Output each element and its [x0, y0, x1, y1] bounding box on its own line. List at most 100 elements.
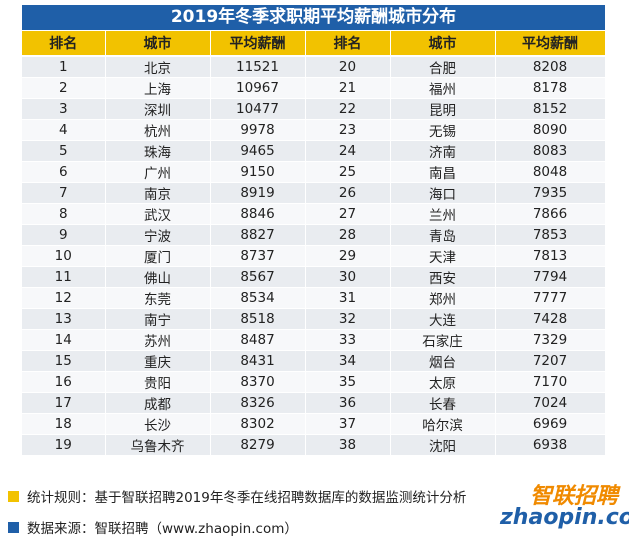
- table-cell: 7: [22, 182, 106, 204]
- table-body: 1 北京 11521 20 合肥 8208 2 上海 10967 21 福州 8178 3 深圳 10477…: [22, 56, 606, 456]
- title: 2019年冬季求职期平均薪酬城市分布: [22, 5, 605, 30]
- table-cell: 24: [305, 140, 391, 162]
- table-cell: 5: [22, 140, 106, 162]
- table-cell: 37: [305, 413, 391, 435]
- table-cell: 广州: [105, 161, 211, 183]
- table-cell: 8302: [210, 413, 306, 435]
- table-cell: 31: [305, 287, 391, 309]
- table-cell: 9465: [210, 140, 306, 162]
- table-cell: 济南: [390, 140, 496, 162]
- table-cell: 38: [305, 434, 391, 456]
- table-cell: 东莞: [105, 287, 211, 309]
- table-cell: 25: [305, 161, 391, 183]
- table-cell: 13: [22, 308, 106, 330]
- table-cell: 7777: [495, 287, 606, 309]
- table-cell: 宁波: [105, 224, 211, 246]
- table-cell: 9: [22, 224, 106, 246]
- table-row: 11 佛山 8567 30 西安 7794: [22, 266, 606, 288]
- note: 统计规则：基于智联招聘2019年冬季在线招聘数据库的数据监测统计分析: [8, 486, 466, 506]
- table-cell: 8431: [210, 350, 306, 372]
- table-cell: 7207: [495, 350, 606, 372]
- table-cell: 8567: [210, 266, 306, 288]
- table-cell: 石家庄: [390, 329, 496, 351]
- table-cell: 青岛: [390, 224, 496, 246]
- table-cell: 8326: [210, 392, 306, 414]
- table-cell: 32: [305, 308, 391, 330]
- table-cell: 7024: [495, 392, 606, 414]
- table-cell: 苏州: [105, 329, 211, 351]
- table-cell: 上海: [105, 77, 211, 99]
- table-row: 19 乌鲁木齐 8279 38 沈阳 6938: [22, 434, 606, 456]
- bullet: [8, 521, 19, 533]
- column-header: 平均薪酬: [210, 31, 306, 57]
- table-row: 7 南京 8919 26 海口 7935: [22, 182, 606, 204]
- note-text: 数据来源：智联招聘（www.zhaopin.com）: [27, 521, 298, 537]
- table-cell: 15: [22, 350, 106, 372]
- table-cell: 7329: [495, 329, 606, 351]
- table-cell: 8827: [210, 224, 306, 246]
- logo-name: 智联招聘: [530, 484, 619, 509]
- table-cell: 1: [22, 56, 106, 78]
- column-header: 城市: [105, 31, 211, 57]
- table-cell: 6: [22, 161, 106, 183]
- table-cell: 8370: [210, 371, 306, 393]
- table-cell: 7813: [495, 245, 606, 267]
- table-cell: 17: [22, 392, 106, 414]
- table-cell: 8208: [495, 56, 606, 78]
- table-row: 9 宁波 8827 28 青岛 7853: [22, 224, 606, 246]
- table-cell: 8083: [495, 140, 606, 162]
- table-cell: 14: [22, 329, 106, 351]
- table-cell: 重庆: [105, 350, 211, 372]
- table-cell: 天津: [390, 245, 496, 267]
- table-cell: 成都: [105, 392, 211, 414]
- table-cell: 沈阳: [390, 434, 496, 456]
- table-cell: 22: [305, 98, 391, 120]
- logo-domain: zhaopin.com: [500, 505, 629, 530]
- table-cell: 兰州: [390, 203, 496, 225]
- table-cell: 8152: [495, 98, 606, 120]
- table-cell: 南京: [105, 182, 211, 204]
- table-row: 3 深圳 10477 22 昆明 8152: [22, 98, 606, 120]
- table-cell: 19: [22, 434, 106, 456]
- table-cell: 长春: [390, 392, 496, 414]
- table-row: 13 南宁 8518 32 大连 7428: [22, 308, 606, 330]
- table-row: 8 武汉 8846 27 兰州 7866: [22, 203, 606, 225]
- table-cell: 4: [22, 119, 106, 141]
- table-cell: 8919: [210, 182, 306, 204]
- table-cell: 9978: [210, 119, 306, 141]
- table-cell: 8534: [210, 287, 306, 309]
- table-row: 16 贵阳 8370 35 太原 7170: [22, 371, 606, 393]
- table-cell: 20: [305, 56, 391, 78]
- table-cell: 10477: [210, 98, 306, 120]
- table-cell: 29: [305, 245, 391, 267]
- table-cell: 长沙: [105, 413, 211, 435]
- table-cell: 7853: [495, 224, 606, 246]
- table-cell: 8090: [495, 119, 606, 141]
- table-cell: 厦门: [105, 245, 211, 267]
- table-cell: 10: [22, 245, 106, 267]
- table-cell: 21: [305, 77, 391, 99]
- table-row: 10 厦门 8737 29 天津 7813: [22, 245, 606, 267]
- table-cell: 35: [305, 371, 391, 393]
- table-cell: 珠海: [105, 140, 211, 162]
- note: 数据来源：智联招聘（www.zhaopin.com）: [8, 517, 298, 537]
- table-cell: 7866: [495, 203, 606, 225]
- table-row: 17 成都 8326 36 长春 7024: [22, 392, 606, 414]
- table-cell: 28: [305, 224, 391, 246]
- table-cell: 郑州: [390, 287, 496, 309]
- table-cell: 福州: [390, 77, 496, 99]
- table-cell: 8: [22, 203, 106, 225]
- table-cell: 海口: [390, 182, 496, 204]
- table-cell: 12: [22, 287, 106, 309]
- table-cell: 11: [22, 266, 106, 288]
- table-cell: 北京: [105, 56, 211, 78]
- table-cell: 8279: [210, 434, 306, 456]
- table-cell: 7935: [495, 182, 606, 204]
- table-cell: 27: [305, 203, 391, 225]
- column-header: 平均薪酬: [495, 31, 606, 57]
- table-row: 4 杭州 9978 23 无锡 8090: [22, 119, 606, 141]
- table-cell: 36: [305, 392, 391, 414]
- table-cell: 2: [22, 77, 106, 99]
- table-cell: 西安: [390, 266, 496, 288]
